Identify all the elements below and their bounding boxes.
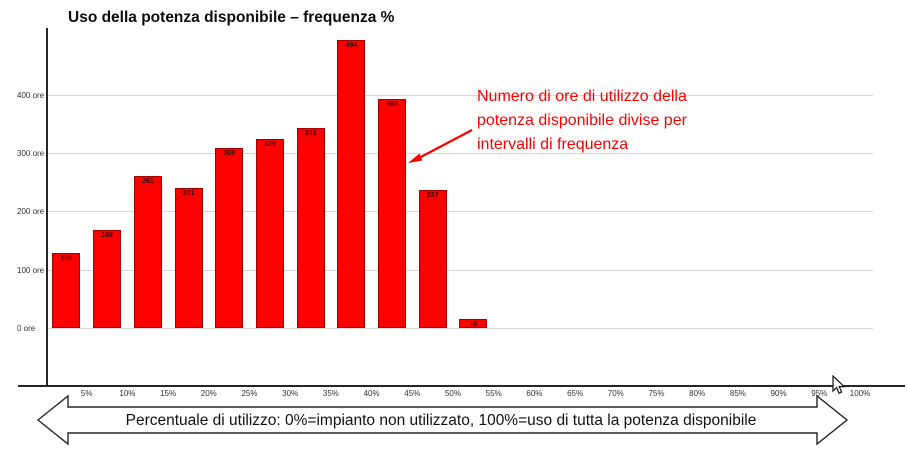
x-tick-label-60%: 60% [526,389,543,398]
bar-interval-15-20pct[interactable]: 241 [174,187,203,328]
bar-value-label: 393 [386,100,398,108]
x-tick-label-5%: 5% [80,389,93,398]
x-tick-label-80%: 80% [689,389,706,398]
x-tick-label-40%: 40% [363,389,380,398]
banner-text: Percentuale di utilizzo: 0%=impianto non… [125,412,757,429]
annotation-text: Numero di ore di utilizzo della potenza … [477,88,687,153]
bar-value-label: 237 [426,191,439,199]
bar-value-label: 16 [469,320,478,328]
bar-interval-40-45pct[interactable]: 393 [378,98,406,328]
x-tick-label-90%: 90% [770,389,787,398]
bar-value-label: 325 [264,140,276,148]
y-tick-label-300: 300 ore [17,149,45,159]
gridline-300 [46,153,873,155]
y-tick-label-0: 0 ore [17,324,36,333]
gridline-400 [46,94,873,96]
bar-interval-10-15pct[interactable]: 261 [133,175,162,328]
x-tick-label-45%: 45% [404,389,421,398]
x-tick-label-100%: 100% [849,389,871,398]
bar-value-label: 128 [60,255,73,263]
x-tick-label-50%: 50% [444,389,461,398]
bar-interval-45-50pct[interactable]: 237 [418,189,447,328]
x-tick-label-25%: 25% [241,389,258,398]
bottom-arrow-banner [36,394,849,446]
gridline-0 [46,328,873,329]
gridline-100 [46,269,873,271]
y-tick-label-400: 400 ore [17,90,45,100]
x-axis-line [18,385,905,387]
annotation-arrow [408,129,473,163]
x-tick-label-15%: 15% [160,389,177,398]
x-tick-label-70%: 70% [607,389,624,398]
y-tick-label-100: 100 ore [17,265,45,275]
x-tick-label-95%: 95% [811,389,828,398]
bar-value-label: 309 [223,149,236,157]
x-tick-label-20%: 20% [200,389,217,398]
bar-value-label: 261 [141,177,154,185]
bar-value-label: 494 [345,42,358,49]
chart-title: Uso della potenza disponibile – frequenz… [68,9,395,26]
y-axis-line [46,28,48,387]
mouse-cursor-icon [832,375,846,395]
x-tick-label-35%: 35% [322,389,339,398]
bar-interval-35-40pct[interactable]: 494 [337,40,366,328]
bar-interval-30-35pct[interactable]: 343 [296,128,325,328]
x-tick-label-10%: 10% [119,389,136,398]
bar-interval-25-30pct[interactable]: 325 [255,138,284,328]
bar-value-label: 168 [101,232,113,240]
y-tick-label-200: 200 ore [17,207,45,217]
gridline-200 [46,211,873,213]
bar-interval-20-25pct[interactable]: 309 [215,147,244,328]
x-tick-label-55%: 55% [485,389,502,398]
x-tick-label-75%: 75% [648,389,665,398]
x-tick-label-85%: 85% [729,389,746,398]
bar-value-label: 241 [182,189,195,197]
bar-value-label: 343 [304,130,317,137]
x-tick-label-30%: 30% [282,389,299,398]
bar-interval-50-55pct[interactable]: 16 [459,318,488,328]
x-tick-label-65%: 65% [567,389,584,398]
bar-interval-5-10pct[interactable]: 168 [93,230,122,328]
bar-interval-0-5pct[interactable]: 128 [52,253,81,328]
